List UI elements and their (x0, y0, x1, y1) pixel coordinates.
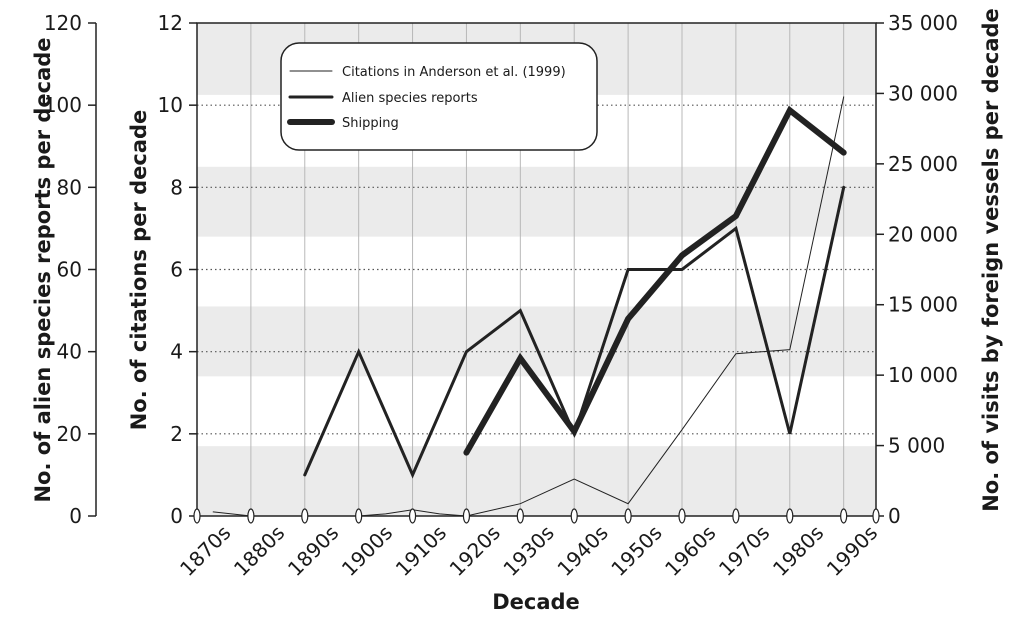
legend-label-2: Shipping (342, 116, 399, 131)
decade-tick-label: 1960s (660, 521, 720, 581)
citations-tick-label: 10 (158, 93, 183, 117)
decade-marker (355, 508, 363, 524)
decade-marker (301, 508, 309, 524)
citations-tick-label: 12 (158, 11, 183, 35)
decade-marker (462, 508, 471, 524)
decade-marker (840, 508, 848, 524)
decade-axis-title: Decade (492, 590, 580, 614)
visits-tick-label: 0 (888, 504, 901, 528)
reports-tick-label: 20 (57, 422, 82, 446)
decade-tick-label: 1930s (498, 521, 558, 581)
decade-axis: 1870s1880s1890s1900s1910s1920s1930s1940s… (175, 508, 882, 581)
decade-tick-label: 1940s (552, 521, 612, 581)
citations-tick-label: 0 (170, 504, 183, 528)
reports-tick-label: 0 (69, 504, 82, 528)
legend-box (280, 42, 598, 151)
visits-tick-label: 25 000 (888, 152, 958, 176)
decade-marker (570, 508, 578, 524)
visits-tick-label: 15 000 (888, 293, 958, 317)
legend: Citations in Anderson et al. (1999) Alien… (280, 42, 598, 151)
reports-axis: 0 20 40 60 80 100 120 (44, 11, 97, 528)
decade-tick-label: 1970s (714, 521, 774, 581)
visits-axis: 0 5 000 10 000 15 000 20 000 25 000 30 000 35 0… (876, 11, 958, 528)
reports-tick-label: 100 (44, 93, 82, 117)
visits-tick-label: 20 000 (888, 222, 958, 246)
decade-tick-label: 1990s (822, 521, 882, 581)
background-band (197, 446, 876, 516)
decade-tick-label: 1870s (175, 521, 235, 581)
citations-axis-title: No. of citations per decade (127, 110, 151, 431)
decade-tick-label: 1910s (391, 521, 451, 581)
reports-tick-label: 120 (44, 11, 82, 35)
decade-marker (872, 508, 880, 524)
reports-tick-label: 80 (57, 175, 82, 199)
decade-tick-label: 1890s (283, 521, 343, 581)
legend-label-1: Alien species reports (342, 91, 478, 106)
visits-tick-label: 35 000 (888, 11, 958, 35)
decade-marker (732, 508, 740, 524)
decade-tick-label: 1980s (768, 521, 828, 581)
series-line-2 (463, 105, 847, 456)
background-band (197, 306, 876, 377)
decade-marker (193, 508, 201, 524)
decade-marker (516, 508, 524, 524)
legend-label-0: Citations in Anderson et al. (1999) (342, 65, 566, 80)
decade-tick-label: 1900s (337, 521, 397, 581)
reports-tick-label: 60 (57, 258, 82, 282)
reports-axis-title: No. of alien species reports per decade (31, 37, 55, 502)
visits-tick-label: 5 000 (888, 434, 945, 458)
decade-marker (247, 508, 255, 524)
decade-tick-label: 1880s (229, 521, 289, 581)
decade-marker (678, 508, 686, 524)
citations-axis: 0 2 4 6 8 10 12 (158, 11, 197, 528)
decade-marker (408, 508, 417, 524)
citations-tick-label: 8 (170, 175, 183, 199)
decade-tick-label: 1950s (606, 521, 666, 581)
decade-marker (624, 508, 632, 524)
decade-tick-label: 1920s (445, 521, 505, 581)
visits-axis-title: No. of visits by foreign vessels per dec… (979, 8, 1003, 512)
citations-tick-label: 6 (170, 258, 183, 282)
citations-tick-label: 4 (170, 340, 183, 364)
citations-tick-label: 2 (170, 422, 183, 446)
decade-marker (786, 508, 794, 524)
background-band (197, 166, 876, 237)
reports-tick-label: 40 (57, 340, 82, 364)
visits-tick-label: 10 000 (888, 363, 958, 387)
visits-tick-label: 30 000 (888, 81, 958, 105)
